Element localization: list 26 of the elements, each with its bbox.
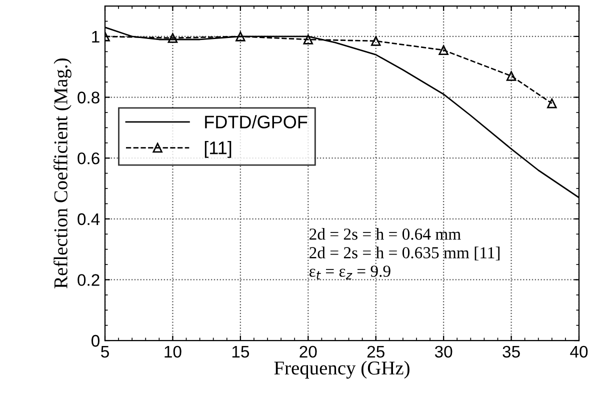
x-tick-label: 25 <box>367 346 384 358</box>
x-tick-label: 35 <box>502 346 520 358</box>
point <box>370 36 381 46</box>
point <box>506 71 516 81</box>
y-tick-label: 0.6 <box>78 152 100 164</box>
y-tick-label: 1 <box>92 31 100 42</box>
legend-label: FDTD/GPOF <box>205 115 308 128</box>
legend-label: [11] <box>204 141 232 158</box>
x-tick-label: 10 <box>164 346 182 358</box>
point <box>438 45 448 55</box>
x-tick-label: 20 <box>300 346 317 358</box>
point <box>168 33 178 43</box>
point <box>236 32 246 42</box>
y-tick-label: 0 <box>92 334 100 347</box>
point <box>547 98 557 108</box>
x-tick-label: 40 <box>570 346 588 358</box>
x-axis-title: Frequency (GHz) <box>274 360 410 379</box>
x-tick-label: 15 <box>232 346 249 358</box>
annotation: 2d = 2s = h = 0.64 mm 2d = 2s = h = 0.635 mm [11] ε$_{t}$ = ε$_{z}$ = 9.9 <box>309 228 500 280</box>
y-tick-label: 0.4 <box>78 213 100 226</box>
x-tick-label: 30 <box>434 346 452 358</box>
y-tick-label: 0.8 <box>78 92 100 104</box>
x-tick-label: 5 <box>101 346 109 358</box>
y-tick-label: 0.2 <box>78 274 100 286</box>
y-axis-title: Reflection Coefficient (Mag.) <box>54 58 72 288</box>
point <box>303 34 314 44</box>
